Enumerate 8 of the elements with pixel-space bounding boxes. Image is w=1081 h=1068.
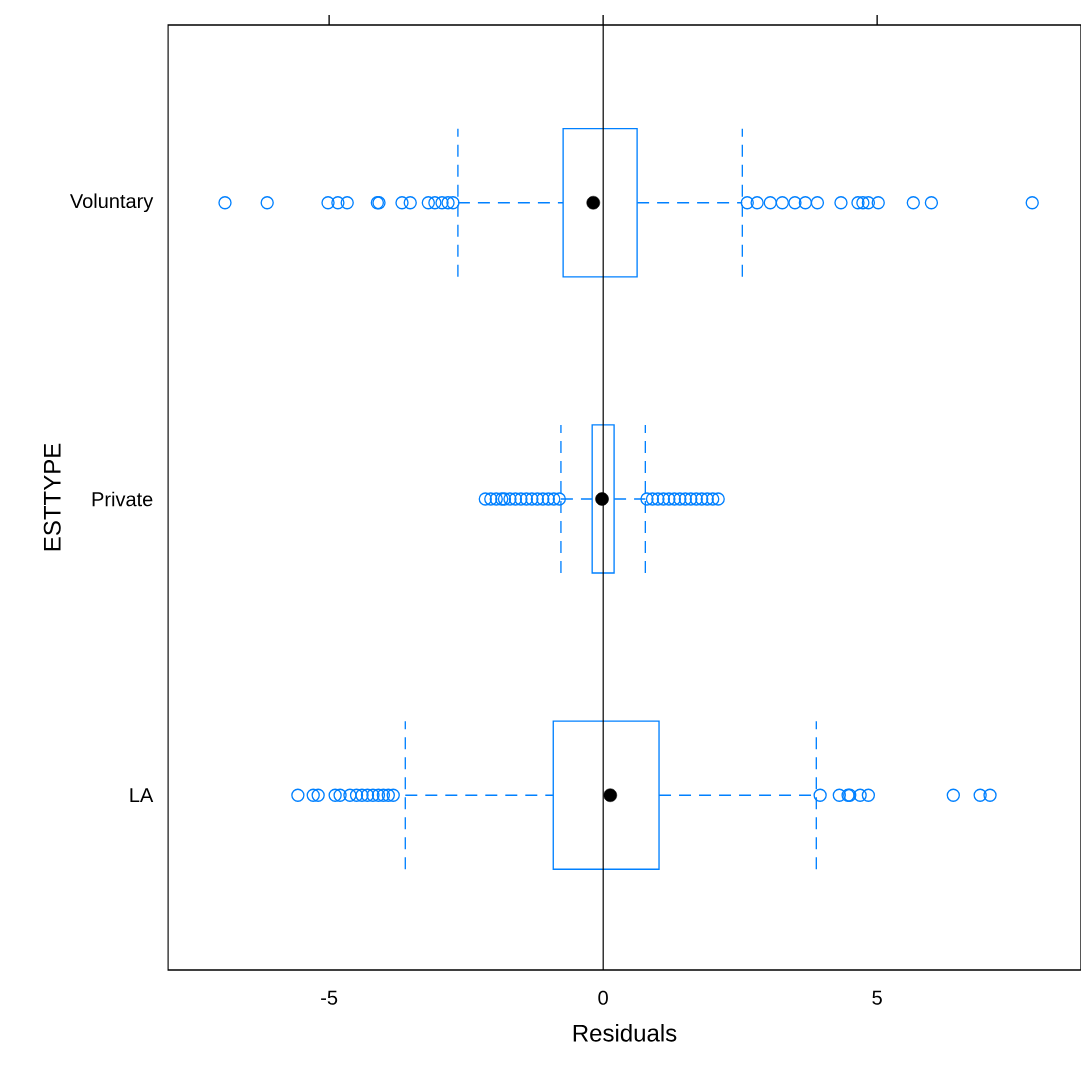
x-tick-label: 5 [872, 990, 882, 1005]
y-axis-title: ESTTYPE [43, 443, 61, 551]
x-tick-label: 0 [598, 990, 608, 1005]
x-axis-title: Residuals [573, 1024, 677, 1042]
y-tick-label: Voluntary [69, 193, 154, 213]
y-tick-label: Private [92, 491, 153, 507]
y-tick-label: LA [130, 788, 154, 803]
x-tick-label: -5 [321, 990, 338, 1005]
